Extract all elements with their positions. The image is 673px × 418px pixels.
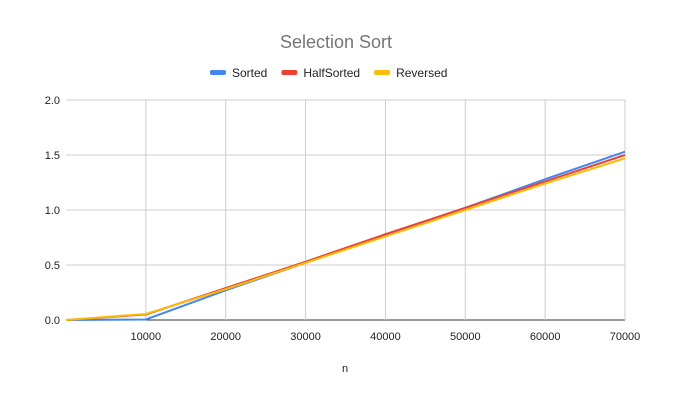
legend-swatch: [210, 70, 226, 75]
y-tick-label: 2.0: [45, 95, 60, 107]
x-tick-label: 10000: [131, 331, 162, 343]
gridlines: [66, 99, 626, 321]
y-tick-label: 0.0: [45, 315, 60, 327]
series-lines: [65, 150, 626, 321]
x-tick-label: 50000: [450, 331, 481, 343]
y-axis-ticks: 0.0 0.5 1.0 1.5 2.0: [45, 95, 60, 327]
legend-label: Reversed: [396, 66, 447, 80]
legend-swatch: [374, 70, 391, 75]
y-tick-label: 1.5: [45, 150, 60, 162]
legend-swatch: [281, 70, 298, 75]
y-tick-label: 1.0: [45, 205, 60, 217]
legend-item-reversed: Reversed: [374, 66, 447, 80]
x-tick-label: 30000: [290, 331, 321, 343]
x-axis-title: n: [342, 363, 348, 375]
chart-title: Selection Sort: [280, 32, 392, 52]
legend-item-sorted: Sorted: [210, 66, 267, 80]
series-line-reversed: [65, 157, 626, 321]
legend-label: HalfSorted: [303, 66, 360, 80]
x-tick-label: 60000: [530, 331, 561, 343]
legend: Sorted HalfSorted Reversed: [210, 66, 447, 80]
legend-item-halfsorted: HalfSorted: [281, 66, 360, 80]
x-tick-label: 40000: [370, 331, 401, 343]
x-axis-ticks: 10000 20000 30000 40000 50000 60000 70000: [131, 331, 641, 343]
y-tick-label: 0.5: [45, 260, 60, 272]
legend-label: Sorted: [232, 66, 267, 80]
x-tick-label: 20000: [210, 331, 241, 343]
series-line-sorted: [65, 150, 626, 321]
x-tick-label: 70000: [610, 331, 641, 343]
